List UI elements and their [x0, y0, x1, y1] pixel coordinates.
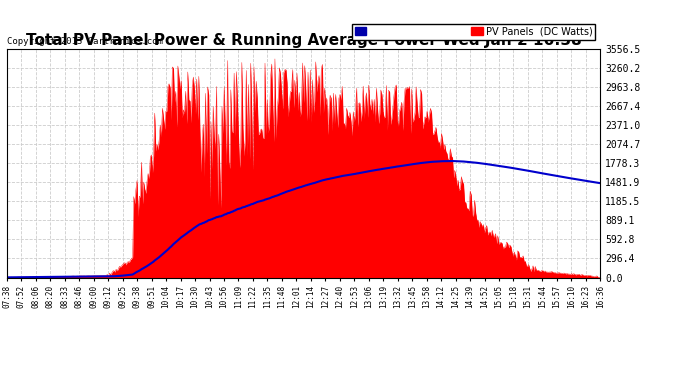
- Title: Total PV Panel Power & Running Average Power Wed Jan 2 16:38: Total PV Panel Power & Running Average P…: [26, 33, 582, 48]
- Text: Copyright 2013 Cartronics.com: Copyright 2013 Cartronics.com: [7, 38, 163, 46]
- Legend: Average  (DC Watts), PV Panels  (DC Watts): Average (DC Watts), PV Panels (DC Watts): [352, 24, 595, 40]
